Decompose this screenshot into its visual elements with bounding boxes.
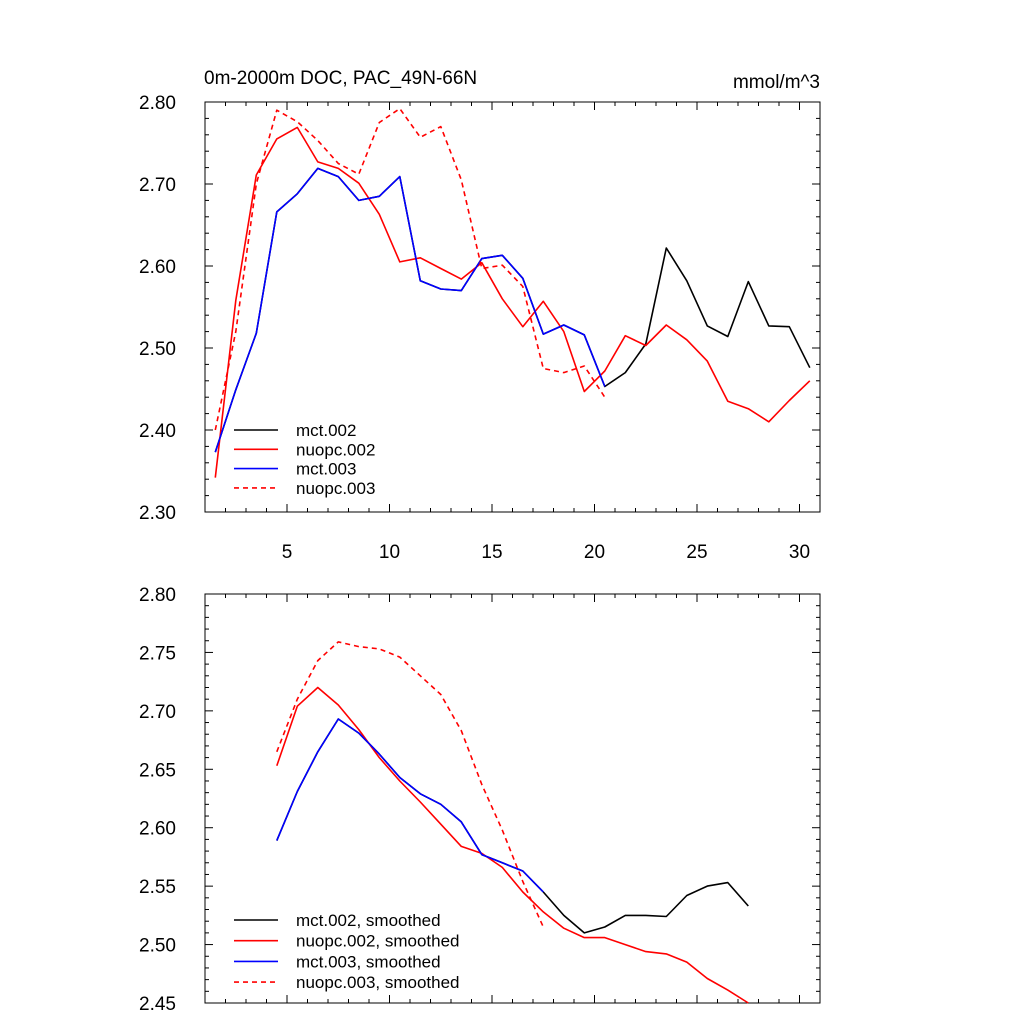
series-line-mct-003 bbox=[214, 167, 606, 453]
legend-label: nuopc.003 bbox=[296, 479, 375, 498]
y-tick-label: 2.55 bbox=[139, 877, 176, 898]
bottom-chart-panel: 2.45 2.50 2.55 2.60 2.65 2.70 2.75 2.80 mct.002,… bbox=[139, 585, 821, 1015]
legend-label: nuopc.003, smoothed bbox=[296, 973, 460, 992]
y-tick-label: 2.80 bbox=[139, 93, 176, 114]
y-tick-label: 2.30 bbox=[139, 503, 176, 524]
series-line-nuopc-002-smoothed bbox=[276, 686, 749, 1004]
series-line-nuopc-003 bbox=[214, 107, 606, 431]
series-line-nuopc-003-smoothed bbox=[276, 641, 545, 928]
x-tick-label: 5 bbox=[282, 542, 293, 563]
x-tick-label: 15 bbox=[481, 542, 502, 563]
series-line-nuopc-002 bbox=[214, 126, 811, 478]
y-tick-label: 2.70 bbox=[139, 175, 176, 196]
x-tick-label: 30 bbox=[789, 542, 810, 563]
legend-label: mct.003 bbox=[296, 460, 356, 479]
y-tick-label: 2.80 bbox=[139, 585, 176, 606]
chart-title: 0m-2000m DOC, PAC_49N-66N bbox=[204, 68, 477, 89]
y-tick-label: 2.40 bbox=[139, 421, 176, 442]
legend-label: nuopc.002 bbox=[296, 440, 375, 459]
y-tick-label: 2.60 bbox=[139, 257, 176, 278]
series-line-mct-003-smoothed bbox=[276, 718, 544, 893]
y-tick-label: 2.50 bbox=[139, 339, 176, 360]
top-chart-panel: 0m-2000m DOC, PAC_49N-66N mmol/m^3 5 10 15… bbox=[139, 68, 821, 563]
y-tick-label: 2.70 bbox=[139, 702, 176, 723]
x-tick-label: 25 bbox=[686, 542, 707, 563]
x-tick-label: 20 bbox=[584, 542, 605, 563]
series-line-mct-002 bbox=[214, 167, 811, 453]
x-tick-label: 10 bbox=[379, 542, 400, 563]
legend-label: mct.002 bbox=[296, 421, 356, 440]
legend-label: mct.003, smoothed bbox=[296, 952, 441, 971]
y-tick-label: 2.75 bbox=[139, 643, 176, 664]
y-tick-label: 2.50 bbox=[139, 936, 176, 957]
y-tick-label: 2.45 bbox=[139, 994, 176, 1015]
series-line-mct-002-smoothed bbox=[276, 718, 749, 934]
units-label: mmol/m^3 bbox=[733, 72, 820, 93]
y-tick-label: 2.65 bbox=[139, 760, 176, 781]
y-tick-label: 2.60 bbox=[139, 819, 176, 840]
legend-label: nuopc.002, smoothed bbox=[296, 932, 460, 951]
legend-label: mct.002, smoothed bbox=[296, 911, 441, 930]
